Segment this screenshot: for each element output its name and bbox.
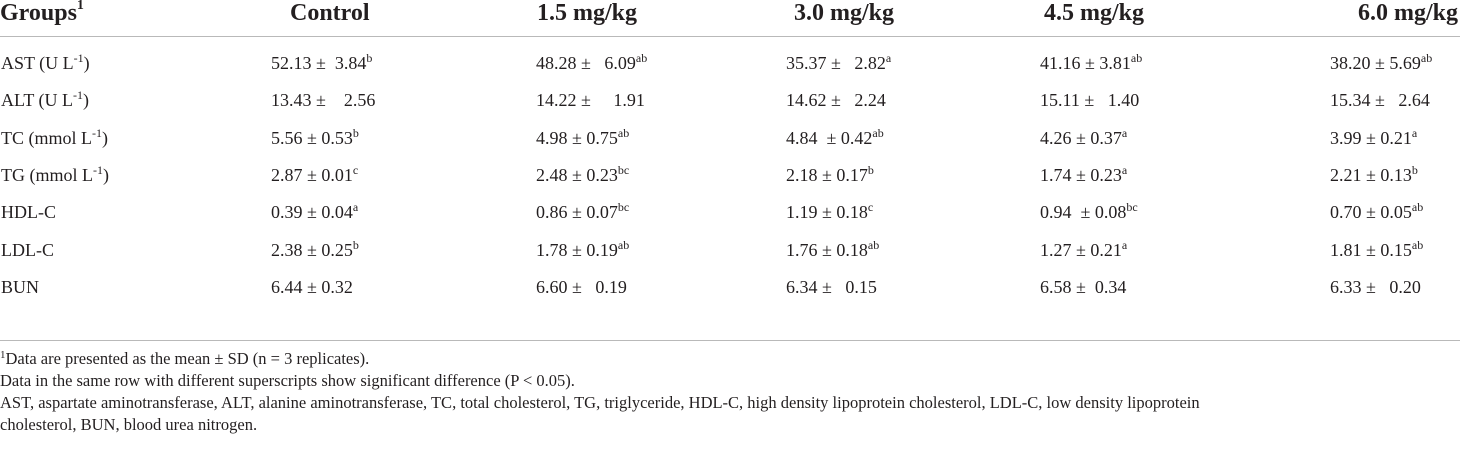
significance-letter: bc <box>617 200 630 215</box>
significance-letter: b <box>352 237 359 252</box>
table-cell: 0.70 ± 0.05ab <box>1330 200 1424 223</box>
table-row: HDL-C 0.39 ± 0.04a 0.86 ± 0.07bc 1.19 ± 0.1… <box>0 194 1460 231</box>
header-control: Control <box>230 0 440 37</box>
table-header: Groups1 Control 1.5 mg/kg 3.0 mg/kg 4.5 … <box>0 0 1460 37</box>
footnote-data-presentation: 1Data are presented as the mean ± SD (n … <box>0 349 370 368</box>
table-cell: 15.34 ± 2.64 <box>1330 90 1430 111</box>
results-table-container: Groups1 Control 1.5 mg/kg 3.0 mg/kg 4.5 … <box>0 0 1460 307</box>
table-cell: 41.16 ± 3.81ab <box>1040 51 1143 74</box>
header-dose-6-0: 6.0 mg/kg <box>1210 0 1460 37</box>
row-label: ALT (U L-1) <box>1 88 89 111</box>
table-cell: 35.37 ± 2.82a <box>786 51 892 74</box>
table-cell: 1.19 ± 0.18c <box>786 200 874 223</box>
table-cell: 4.84 ± 0.42ab <box>786 125 884 148</box>
row-label: TG (mmol L-1) <box>1 163 109 186</box>
table-row: ALT (U L-1) 13.43 ± 2.56 14.22 ± 1.91 14.62… <box>0 82 1460 119</box>
table-cell: 6.33 ± 0.20 <box>1330 276 1421 297</box>
header-row: Groups1 Control 1.5 mg/kg 3.0 mg/kg 4.5 … <box>0 0 1460 37</box>
significance-letter: a <box>1121 125 1128 140</box>
serum-biochemistry-table: Groups1 Control 1.5 mg/kg 3.0 mg/kg 4.5 … <box>0 0 1460 307</box>
significance-letter: ab <box>1130 51 1143 66</box>
table-cell: 1.76 ± 0.18ab <box>786 237 880 260</box>
significance-letter: bc <box>617 163 630 178</box>
table-cell: 1.74 ± 0.23a <box>1040 163 1128 186</box>
table-cell: 14.22 ± 1.91 <box>536 90 645 111</box>
table-cell: 2.38 ± 0.25b <box>271 237 359 260</box>
significance-letter: ab <box>1411 200 1424 215</box>
table-row: TC (mmol L-1) 5.56 ± 0.53b 4.98 ± 0.75ab 4.… <box>0 120 1460 157</box>
significance-letter: ab <box>617 125 630 140</box>
significance-letter: a <box>352 200 359 215</box>
significance-letter: b <box>1411 163 1418 178</box>
table-cell: 52.13 ± 3.84b <box>271 51 373 74</box>
table-body: AST (U L-1) 52.13 ± 3.84b 48.28 ± 6.09ab 35… <box>0 37 1460 307</box>
table-bottom-rule <box>0 340 1460 341</box>
significance-letter: ab <box>1411 237 1424 252</box>
header-dose-4-5: 4.5 mg/kg <box>940 0 1210 37</box>
table-cell: 1.27 ± 0.21a <box>1040 237 1128 260</box>
significance-letter: ab <box>872 125 884 140</box>
table-cell: 1.81 ± 0.15ab <box>1330 237 1424 260</box>
table-notes: 1Data are presented as the mean ± SD (n … <box>0 348 1460 436</box>
significance-letter: bc <box>1126 200 1138 215</box>
table-row: BUN 6.44 ± 0.32 6.60 ± 0.19 6.34 ± 0.15 6.58… <box>0 269 1460 306</box>
header-dose-1-5: 1.5 mg/kg <box>440 0 700 37</box>
footnote-abbreviations-line-2: cholesterol, BUN, blood urea nitrogen. <box>0 415 258 434</box>
significance-letter: b <box>867 163 874 178</box>
table-cell: 4.26 ± 0.37a <box>1040 125 1128 148</box>
table-cell: 1.78 ± 0.19ab <box>536 237 630 260</box>
significance-letter: ab <box>867 237 880 252</box>
significance-letter: ab <box>635 51 648 66</box>
table-cell: 6.58 ± 0.34 <box>1040 276 1127 297</box>
table-cell: 2.21 ± 0.13b <box>1330 163 1418 186</box>
footnote-abbreviations-line-1: AST, aspartate aminotransferase, ALT, al… <box>0 393 1200 412</box>
table-row: TG (mmol L-1) 2.87 ± 0.01c 2.48 ± 0.23bc 2.… <box>0 157 1460 194</box>
table-cell: 48.28 ± 6.09ab <box>536 51 648 74</box>
significance-letter: b <box>366 51 373 66</box>
significance-letter: c <box>352 163 359 178</box>
row-label: AST (U L-1) <box>1 51 90 74</box>
table-cell: 0.86 ± 0.07bc <box>536 200 630 223</box>
significance-letter: a <box>885 51 892 66</box>
significance-letter: ab <box>1420 51 1433 66</box>
significance-letter: a <box>1121 163 1128 178</box>
table-cell: 3.99 ± 0.21a <box>1330 125 1418 148</box>
table-cell: 0.94 ± 0.08bc <box>1040 200 1138 223</box>
header-groups: Groups1 <box>0 0 230 37</box>
table-cell: 6.44 ± 0.32 <box>271 276 353 297</box>
significance-letter: c <box>867 200 874 215</box>
table-cell: 13.43 ± 2.56 <box>271 90 376 111</box>
table-cell: 6.60 ± 0.19 <box>536 276 627 297</box>
row-label: LDL-C <box>1 239 54 260</box>
footnote-significance: Data in the same row with different supe… <box>0 371 575 390</box>
table-cell: 15.11 ± 1.40 <box>1040 90 1140 111</box>
table-cell: 14.62 ± 2.24 <box>786 90 886 111</box>
row-label: HDL-C <box>1 202 56 223</box>
row-label: BUN <box>1 276 40 297</box>
table-cell: 2.48 ± 0.23bc <box>536 163 630 186</box>
table-cell: 2.87 ± 0.01c <box>271 163 359 186</box>
header-dose-3-0: 3.0 mg/kg <box>700 0 940 37</box>
table-cell: 4.98 ± 0.75ab <box>536 125 630 148</box>
significance-letter: a <box>1121 237 1128 252</box>
table-row: AST (U L-1) 52.13 ± 3.84b 48.28 ± 6.09ab 35… <box>0 37 1460 83</box>
table-cell: 5.56 ± 0.53b <box>271 125 359 148</box>
table-cell: 6.34 ± 0.15 <box>786 276 877 297</box>
row-label: TC (mmol L-1) <box>1 125 108 148</box>
table-cell: 0.39 ± 0.04a <box>271 200 359 223</box>
table-cell: 2.18 ± 0.17b <box>786 163 874 186</box>
significance-letter: a <box>1411 125 1418 140</box>
significance-letter: ab <box>617 237 630 252</box>
significance-letter: b <box>352 125 359 140</box>
table-row: LDL-C 2.38 ± 0.25b 1.78 ± 0.19ab 1.76 ± 0.1… <box>0 231 1460 268</box>
table-cell: 38.20 ± 5.69ab <box>1330 51 1433 74</box>
